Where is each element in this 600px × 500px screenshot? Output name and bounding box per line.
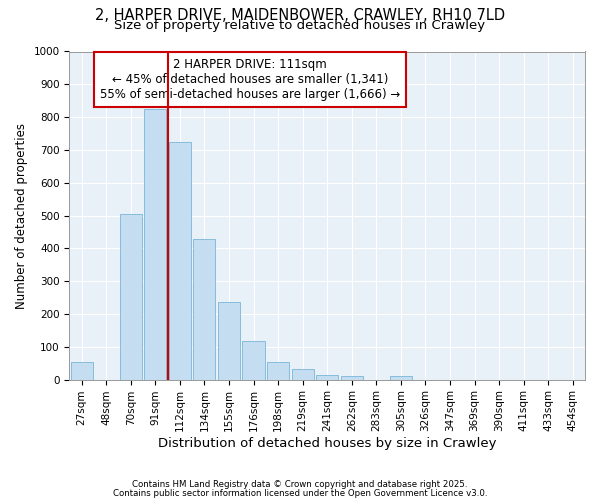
Text: Contains public sector information licensed under the Open Government Licence v3: Contains public sector information licen… — [113, 489, 487, 498]
X-axis label: Distribution of detached houses by size in Crawley: Distribution of detached houses by size … — [158, 437, 496, 450]
Text: 2 HARPER DRIVE: 111sqm
← 45% of detached houses are smaller (1,341)
55% of semi-: 2 HARPER DRIVE: 111sqm ← 45% of detached… — [100, 58, 400, 101]
Text: Size of property relative to detached houses in Crawley: Size of property relative to detached ho… — [115, 18, 485, 32]
Bar — [242, 341, 265, 380]
Bar — [144, 109, 166, 380]
Bar — [292, 369, 314, 380]
Y-axis label: Number of detached properties: Number of detached properties — [15, 122, 28, 308]
Bar — [71, 362, 93, 380]
Bar — [390, 376, 412, 380]
Bar — [267, 362, 289, 380]
Bar — [218, 302, 240, 380]
Bar — [120, 214, 142, 380]
Bar — [193, 238, 215, 380]
Bar — [169, 142, 191, 380]
Text: Contains HM Land Registry data © Crown copyright and database right 2025.: Contains HM Land Registry data © Crown c… — [132, 480, 468, 489]
Text: 2, HARPER DRIVE, MAIDENBOWER, CRAWLEY, RH10 7LD: 2, HARPER DRIVE, MAIDENBOWER, CRAWLEY, R… — [95, 8, 505, 22]
Bar — [316, 374, 338, 380]
Bar — [341, 376, 363, 380]
